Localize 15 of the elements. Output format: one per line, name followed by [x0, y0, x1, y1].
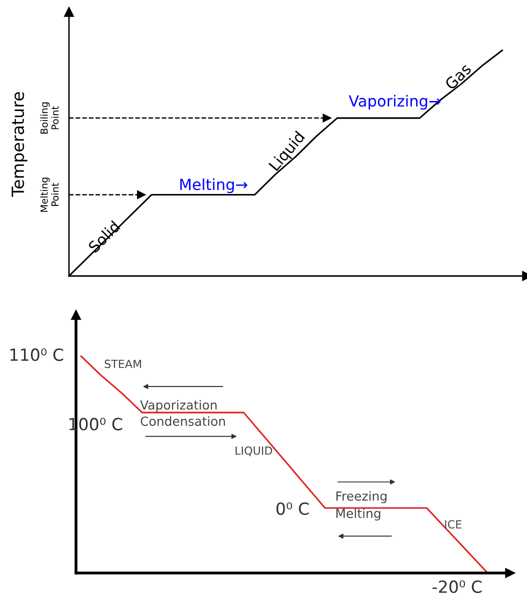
annotation: Gas — [444, 62, 472, 90]
annotation: Melting — [336, 508, 380, 521]
annotation: 0⁰ C — [276, 502, 309, 515]
text: -20⁰ C — [432, 580, 482, 594]
annotation: Vaporization — [140, 400, 217, 412]
annotation: STEAM — [104, 360, 142, 368]
text: 110⁰ C — [10, 348, 64, 362]
y-axis-title: Temperature — [12, 92, 28, 197]
annotation: ICE — [445, 520, 462, 529]
ref-line-label: Boiling Point — [40, 102, 59, 134]
annotation: LIQUID — [236, 446, 272, 456]
annotation: Condensation — [140, 416, 225, 426]
ref-line-label: Melting Point — [40, 178, 59, 212]
annotation: Freezing — [336, 491, 386, 504]
annotation: Melting→ — [180, 178, 248, 194]
